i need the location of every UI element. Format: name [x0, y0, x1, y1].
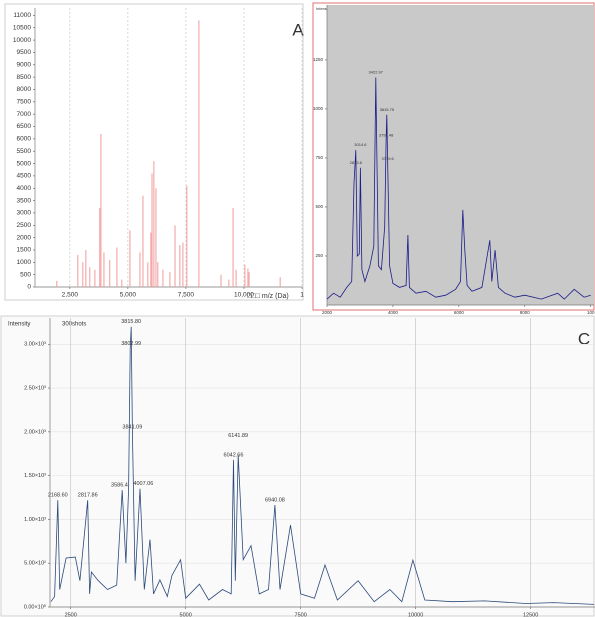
y-tick-label: 3.00×10³ [24, 342, 46, 348]
y-axis-label: Intensity [8, 322, 30, 328]
x-tick-label: 100 [587, 310, 595, 315]
peak-label: 3422.97 [369, 70, 384, 75]
y-tick-label: 1000 [17, 259, 32, 266]
y-tick-label: 9500 [17, 49, 32, 56]
x-tick-label: 10000 [408, 612, 423, 617]
y-tick-label: 1.00×10³ [24, 517, 46, 523]
peak-label: 6940.08 [265, 497, 285, 503]
y-tick-label: 6000 [17, 136, 32, 143]
x-tick-label: 10,000 [234, 292, 254, 299]
y-tick-label: 2500 [17, 222, 32, 229]
peak-label: 2873.8 [350, 160, 363, 165]
peak-label: 3586.4 [111, 483, 128, 489]
peak-label: 3815.75 [380, 107, 395, 112]
y-tick-label: 0.00×10⁰ [24, 603, 47, 610]
y-tick-label: 4500 [17, 173, 32, 180]
y-tick-label: 9000 [17, 62, 32, 69]
peak-label: 3793.48 [379, 132, 394, 137]
y-tick-label: 4000 [17, 185, 32, 192]
peak-label: 2817.86 [78, 493, 98, 499]
y-tick-label: 1500 [17, 247, 32, 254]
x-tick-label: 1 [300, 292, 304, 299]
panel-c-frame [0, 315, 595, 617]
y-tick-label: 5000 [17, 160, 32, 167]
peak-label: 6141.89 [228, 433, 248, 439]
peak-label: 3779.6 [382, 156, 395, 161]
y-tick-label: 500 [315, 204, 323, 209]
x-tick-label: 2500 [65, 612, 77, 617]
y-tick-label: 2.50×10³ [24, 386, 46, 392]
y-tick-label: 250 [315, 253, 323, 258]
y-tick-label: 7500 [17, 99, 32, 106]
x-tick-label: 12500 [523, 612, 538, 617]
y-tick-label: 1250 [313, 57, 324, 62]
y-tick-label: 1.50×10³ [24, 473, 46, 479]
y-tick-label: 3500 [17, 197, 32, 204]
y-tick-label: 8000 [17, 86, 32, 93]
y-tick-label: 2.00×10³ [24, 429, 46, 435]
y-tick-label: 2000 [17, 234, 32, 241]
y-tick-label: 8500 [17, 74, 32, 81]
y-tick-label: 5500 [17, 148, 32, 155]
y-tick-label: 500 [20, 271, 31, 278]
peak-label: 2168.60 [48, 493, 68, 499]
y-tick-label: 3000 [17, 210, 32, 217]
peak-label: 3815.80 [121, 319, 141, 325]
x-axis-label: □□□ m/z (Da) [247, 293, 288, 300]
peak-label: 3841.09 [122, 424, 142, 430]
plot-background [327, 5, 594, 305]
y-tick-label: 1000 [313, 106, 324, 111]
y-tick-label: 5.00×10² [24, 561, 46, 567]
y-tick-label: 11000 [13, 12, 31, 19]
peak-label: 3014.6 [354, 142, 367, 147]
spectrum-line [50, 326, 595, 605]
x-tick-label: 7,500 [178, 292, 195, 299]
subtitle: 300shots [62, 322, 86, 328]
spectrum-line [326, 77, 591, 300]
x-tick-label: 8000 [520, 310, 531, 315]
x-tick-label: 5000 [180, 612, 192, 617]
peak-label: 3802.99 [121, 341, 141, 347]
y-tick-label: 6500 [17, 123, 32, 130]
y-tick-label: 10000 [13, 37, 31, 44]
panel-label: C [578, 329, 590, 348]
x-tick-label: 6000 [454, 310, 465, 315]
x-tick-label: 4000 [388, 310, 399, 315]
y-tick-label: 7000 [17, 111, 32, 118]
x-tick-label: 2,500 [62, 292, 79, 299]
panel-label: A [292, 20, 304, 39]
peak-label: 4007.06 [133, 481, 153, 487]
y-tick-label: 0 [27, 284, 31, 291]
y-tick-label: 750 [315, 155, 323, 160]
y-tick-label: 10500 [13, 24, 31, 31]
x-tick-label: 5,000 [120, 292, 137, 299]
x-tick-label: 2000 [322, 310, 333, 315]
peak-label: 6042.66 [224, 452, 244, 458]
x-tick-label: 7500 [295, 612, 307, 617]
